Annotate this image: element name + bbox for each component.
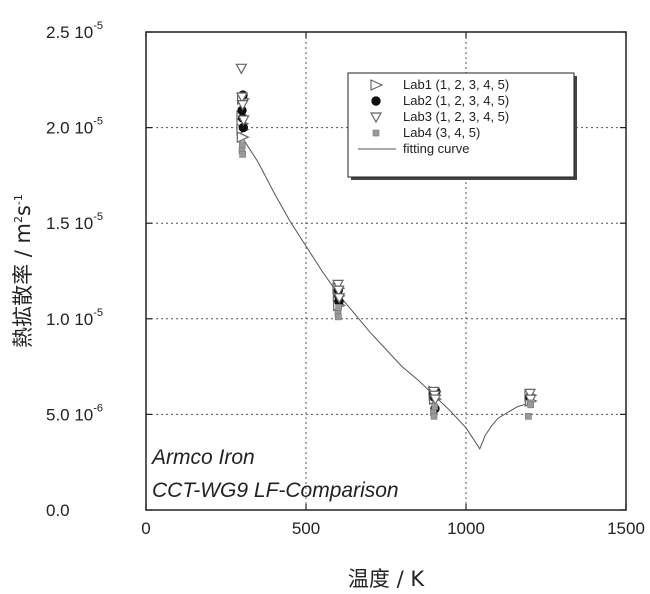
y-tick-exponent: -5: [93, 20, 103, 32]
y-tick-mantissa: 1.0 10: [46, 310, 93, 329]
legend-label-curve: fitting curve: [403, 141, 469, 156]
y-tick-exponent: -6: [93, 402, 103, 414]
y-tick-exponent: -5: [93, 211, 103, 223]
y-axis-label-sup2: -1: [12, 194, 25, 205]
y-axis-ticks: 0.05.0 10-61.0 10-51.5 10-52.0 10-52.5 1…: [46, 20, 626, 520]
legend-box: [347, 72, 575, 178]
y-tick-mantissa: 1.5 10: [46, 214, 93, 233]
series-3-point: [524, 394, 537, 406]
x-axis-label: 温度 / K: [348, 567, 425, 591]
series-3-point: [236, 100, 249, 111]
y-axis-label-mid: s: [11, 205, 35, 216]
legend-marker-3: [369, 112, 383, 124]
legend-marker-2: [371, 96, 381, 106]
y-tick-mantissa: 5.0 10: [46, 405, 93, 424]
y-tick-mantissa: 2.0 10: [46, 119, 93, 138]
series-4-point: [430, 413, 438, 420]
y-axis-label-main: 熱拡散率 / m: [11, 223, 35, 348]
series-3-point: [237, 115, 250, 127]
annotation-material: Armco Iron: [150, 446, 255, 469]
series-4-point: [525, 413, 532, 420]
series-4-point: [431, 403, 438, 411]
y-tick-label: 5.0 10-6: [46, 402, 103, 424]
y-tick-label: 2.5 10-5: [46, 20, 103, 42]
series-4-point: [239, 141, 246, 149]
x-tick-label: 1500: [607, 519, 645, 538]
series-3-point: [523, 388, 537, 400]
series-3-point: [331, 279, 345, 291]
fitting-curve-layer: [241, 136, 531, 450]
legend-label-4: Lab4 (3, 4, 5): [403, 125, 480, 140]
legend-label-2: Lab2 (1, 2, 3, 4, 5): [403, 93, 509, 108]
legend-label-3: Lab3 (1, 2, 3, 4, 5): [403, 109, 509, 124]
legend-marker-4: [372, 129, 380, 137]
fitting-curve-line: [241, 136, 531, 450]
legend-marker-1: [370, 79, 384, 91]
series-3: [235, 63, 537, 406]
y-tick-exponent: -5: [93, 116, 103, 128]
y-tick-label: 1.0 10-5: [46, 307, 103, 329]
x-tick-label: 0: [141, 519, 150, 538]
x-axis-ticks: 0 500 1000 1500: [141, 32, 645, 538]
x-tick-label: 500: [292, 519, 320, 538]
legend: Lab1 (1, 2, 3, 4, 5)Lab2 (1, 2, 3, 4, 5)…: [347, 72, 577, 180]
series-3-point: [429, 394, 442, 406]
y-tick-label: 1.5 10-5: [46, 211, 103, 233]
series-4-point: [335, 304, 342, 311]
y-tick-exponent: -5: [93, 307, 103, 319]
series-4-point: [527, 401, 534, 409]
series-4-point: [239, 151, 246, 158]
y-axis-label-sup1: 2: [12, 216, 25, 223]
y-tick-label: 0.0: [46, 501, 70, 520]
y-tick-mantissa: 2.5 10: [46, 23, 93, 42]
plot-frame: [145, 31, 627, 511]
y-axis-label: 熱拡散率 / m2s-1: [11, 194, 35, 348]
series-3-point: [332, 285, 345, 297]
data-points-layer: [235, 63, 538, 420]
x-tick-label: 1000: [447, 519, 485, 538]
series-4: [238, 141, 534, 420]
y-tick-mantissa: 0.0: [46, 501, 70, 520]
series-1-point: [236, 131, 250, 144]
series-3-point: [235, 92, 249, 104]
legend-label-1: Lab1 (1, 2, 3, 4, 5): [403, 77, 509, 92]
series-3-point: [235, 63, 248, 75]
y-tick-label: 2.0 10-5: [46, 116, 103, 138]
series-3-point: [333, 293, 346, 305]
annotation-comparison: CCT-WG9 LF-Comparison: [152, 479, 399, 502]
series-4-point: [335, 313, 342, 321]
